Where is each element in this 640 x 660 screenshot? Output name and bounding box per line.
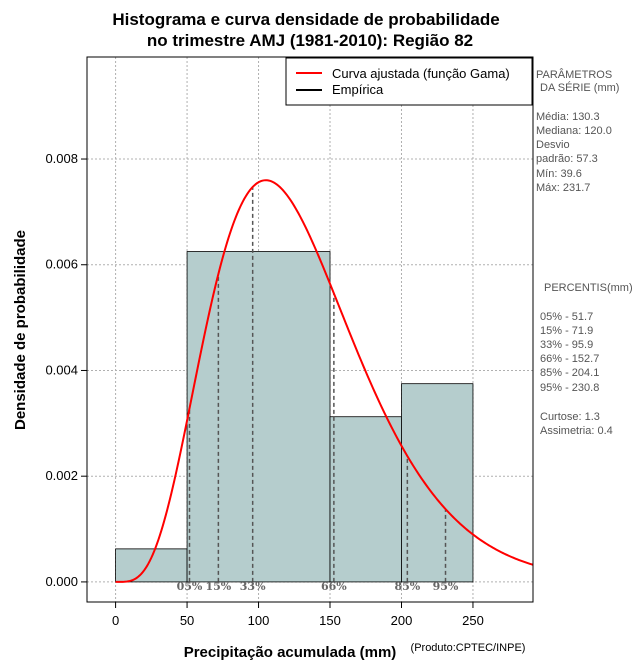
params-title-line-1: PARÂMETROS [536, 68, 612, 81]
percentil-95: 95% - 230.8 [540, 382, 599, 394]
y-tick-label-0: 0.000 [45, 574, 78, 589]
histogram-bars [115, 251, 474, 583]
stat-assimetria: Assimetria: 0.4 [540, 425, 613, 437]
percentil-05: 05% - 51.7 [540, 311, 593, 323]
legend-label-empirica: Empírica [332, 82, 384, 97]
y-tick-label-1: 0.002 [45, 468, 78, 483]
percentile-label-0: 05% [177, 580, 203, 593]
percentile-label-4: 85% [394, 580, 420, 593]
legend-box [285, 57, 533, 106]
stat-padrao: padrão: 57.3 [536, 153, 598, 165]
percentil-85: 85% - 204.1 [540, 367, 599, 379]
gamma-curve [115, 179, 534, 583]
percentil-33: 33% - 95.9 [540, 339, 593, 351]
x-tick-label-4: 200 [391, 613, 413, 628]
product-credit: (Produto:CPTEC/INPE) [411, 642, 526, 654]
stat-desvio: Desvio [536, 139, 570, 151]
percentile-label-5: 95% [433, 580, 459, 593]
histogram-bar-3 [401, 383, 474, 583]
x-axis: 0 50 100 150 200 250 [112, 601, 484, 628]
y-tick-label-3: 0.006 [45, 257, 78, 272]
legend-label-gamma: Curva ajustada (função Gama) [332, 66, 510, 81]
y-axis: 0.000 0.002 0.004 0.006 0.008 [45, 151, 88, 589]
percentile-label-1: 15% [205, 580, 231, 593]
percentile-label-2: 33% [240, 580, 266, 593]
stat-min: Mín: 39.6 [536, 168, 582, 180]
side-panel: PARÂMETROS DA SÉRIE (mm) Média: 130.3 Me… [536, 68, 633, 437]
x-tick-label-5: 250 [462, 613, 484, 628]
y-tick-label-4: 0.008 [45, 151, 78, 166]
x-tick-label-2: 100 [248, 613, 270, 628]
x-tick-label-3: 150 [319, 613, 341, 628]
gamma-curve-group [115, 179, 534, 583]
y-axis-label: Densidade de probabilidade [12, 230, 29, 430]
percentil-66: 66% - 152.7 [540, 353, 599, 365]
x-axis-label: Precipitação acumulada (mm) [184, 644, 397, 660]
x-tick-label-0: 0 [112, 613, 119, 628]
chart-title-line-2: no trimestre AMJ (1981-2010): Região 82 [147, 31, 473, 50]
stat-media: Média: 130.3 [536, 111, 600, 123]
stat-max: Máx: 231.7 [536, 182, 590, 194]
percentile-lines [188, 186, 447, 582]
histogram-bar-2 [329, 416, 402, 583]
y-tick-label-2: 0.004 [45, 362, 78, 377]
percentile-label-3: 66% [321, 580, 347, 593]
x-tick-label-1: 50 [180, 613, 194, 628]
percentis-title: PERCENTIS(mm) [544, 282, 633, 294]
params-title-line-2: DA SÉRIE (mm) [540, 81, 619, 94]
percentil-15: 15% - 71.9 [540, 325, 593, 337]
percentile-labels: 05% 15% 33% 66% 85% 95% [177, 580, 459, 593]
stat-mediana: Mediana: 120.0 [536, 125, 612, 137]
legend: Curva ajustada (função Gama) Empírica [285, 57, 533, 106]
histogram-bar-0 [115, 548, 188, 583]
stat-curtose: Curtose: 1.3 [540, 411, 600, 423]
chart-title-line-1: Histograma e curva densidade de probabil… [112, 10, 499, 29]
histogram-bar-1 [186, 251, 331, 583]
